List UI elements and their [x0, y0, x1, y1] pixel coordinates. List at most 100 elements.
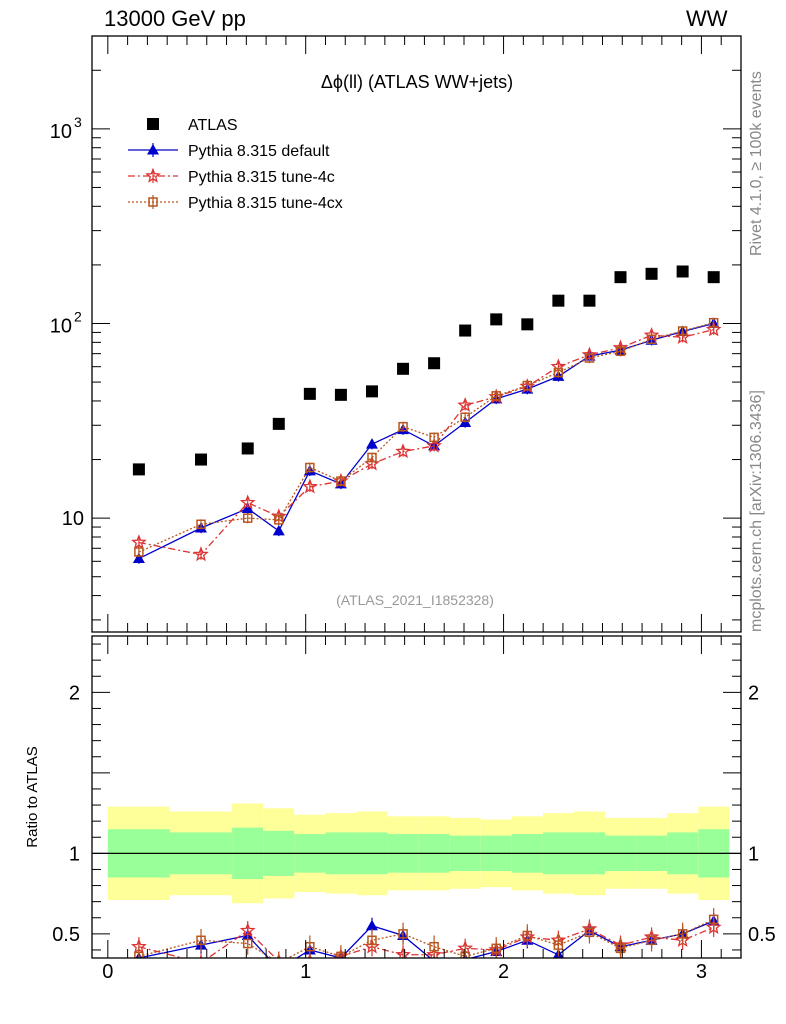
pythia-8-315-tune-4cx-ratio-point: [553, 940, 564, 950]
pythia-8-315-tune-4cx-point: [429, 432, 439, 443]
legend-label-pythia-8-315-tune-4c: Pythia 8.315 tune-4c: [188, 169, 335, 186]
pythia-8-315-tune-4cx-ratio-point: [367, 935, 377, 946]
atlas-point: [645, 267, 658, 280]
pythia-8-315-default-line: [138, 322, 714, 560]
header-final-state: WW: [686, 6, 728, 31]
legend: ATLAS Pythia 8.315 default Pythia 8.315 tu…: [128, 117, 343, 212]
ratio-panel: [92, 852, 741, 974]
header-process: 13000 GeV pp: [104, 6, 246, 31]
pythia-8-315-tune-4cx-point: [398, 421, 408, 432]
pythia-8-315-tune-4cx-point: [336, 476, 346, 486]
atlas-point: [459, 324, 472, 337]
pythia-8-315-tune-4cx-ratio-point: [134, 951, 144, 958]
pythia-8-315-tune-4cx-ratio-point: [677, 929, 688, 939]
main-y-tick-exponent: 2: [74, 308, 82, 324]
pythia-8-315-tune-4cx-point: [274, 515, 284, 525]
pythia-8-315-default-point: [365, 438, 378, 449]
pythia-8-315-tune-4c-point: [301, 478, 318, 494]
legend-marker-pythia-8-315-tune-4c: [145, 167, 161, 183]
pythia-8-315-tune-4cx-ratio-point: [708, 914, 719, 925]
main-panel: [130, 265, 722, 564]
pythia-8-315-tune-4cx-ratio-point: [460, 951, 470, 958]
atlas-point: [583, 294, 596, 307]
pythia-8-315-default-point: [132, 552, 145, 564]
pythia-8-315-tune-4cx-ratio-point: [646, 935, 657, 946]
pythia-8-315-default-ratio-point: [273, 963, 285, 974]
x-tick-label: 3: [696, 961, 707, 983]
pythia-8-315-tune-4c-point: [705, 321, 722, 337]
pythia-8-315-tune-4cx-ratio-line: [138, 918, 714, 958]
axes-frames: [91, 35, 742, 959]
main-y-tick-label: 10: [50, 315, 72, 337]
ratio-y-tick-label-left: 0.5: [52, 924, 80, 946]
pythia-8-315-tune-4cx-ratio-point: [429, 941, 439, 952]
atlas-point: [272, 417, 285, 430]
pythia-8-315-tune-4cx-point: [646, 334, 657, 344]
main-frame: [91, 35, 742, 633]
atlas-point: [707, 271, 720, 284]
main-y-tick-label: 10: [62, 508, 84, 530]
ratio-y-tick-label-right: 0.5: [748, 924, 776, 946]
ratio-frame: [91, 635, 742, 959]
pythia-8-315-tune-4c-point: [239, 494, 256, 510]
x-tick-label: 1: [300, 961, 311, 983]
pythia-8-315-tune-4cx-point: [196, 519, 206, 530]
pythia-8-315-tune-4cx-ratio-point: [584, 927, 595, 937]
legend-label-atlas: ATLAS: [188, 117, 238, 134]
pythia-8-315-tune-4c-point: [395, 443, 411, 459]
pythia-8-315-default-ratio-line: [138, 920, 714, 958]
pythia-8-315-tune-4c-point: [457, 397, 474, 412]
legend-marker-atlas: [147, 118, 159, 130]
axis-labels: Δϕ(ll) (ATLAS WW+jets) (ATLAS_2021_I18523…: [24, 72, 776, 983]
pythia-8-315-tune-4c-point: [130, 534, 147, 550]
legend-marker-pythia-8-315-default: [147, 144, 159, 155]
pythia-8-315-tune-4cx-point: [305, 462, 315, 473]
pythia-8-315-default-ratio-point: [365, 919, 378, 931]
analysis-watermark: (ATLAS_2021_I1852328): [336, 592, 494, 608]
pythia-8-315-tune-4cx-ratio-point: [275, 959, 283, 967]
pythia-8-315-tune-4cx-ratio-point: [196, 935, 206, 946]
legend-marker-pythia-8-315-tune-4cx: [148, 197, 158, 207]
legend-label-pythia-8-315-tune-4cx: Pythia 8.315 tune-4cx: [188, 195, 343, 212]
atlas-point: [365, 385, 378, 398]
ratio-y-tick-label-left: 1: [69, 843, 80, 865]
atlas-point: [334, 388, 347, 401]
atlas-point: [521, 318, 534, 331]
atlas-point: [676, 265, 689, 278]
pythia-8-315-tune-4cx-point: [242, 513, 253, 523]
pythia-8-315-tune-4c-point: [426, 437, 442, 453]
pythia-8-315-tune-4cx-point: [584, 353, 595, 363]
pythia-8-315-tune-4cx-point: [522, 380, 533, 391]
pythia-8-315-tune-4cx-ratio-point: [615, 943, 626, 954]
pythia-8-315-tune-4cx-point: [367, 452, 377, 463]
pythia-8-315-tune-4cx-point: [708, 317, 719, 328]
main-y-tick-exponent: 3: [74, 114, 82, 130]
ratio-y-tick-label-right: 2: [748, 682, 759, 704]
atlas-point: [614, 271, 627, 284]
atlas-point: [195, 453, 208, 466]
axis-ticks: [92, 35, 741, 958]
main-y-tick-label: 10: [50, 121, 72, 143]
pythia-8-315-tune-4cx-line: [138, 322, 714, 553]
pythia-8-315-tune-4cx-point: [553, 367, 564, 378]
atlas-point: [397, 362, 410, 375]
atlas-point: [428, 357, 441, 370]
legend-label-pythia-8-315-default: Pythia 8.315 default: [188, 143, 330, 160]
pythia-8-315-tune-4cx-ratio-point: [491, 943, 501, 954]
pythia-8-315-tune-4cx-ratio-point: [242, 938, 253, 949]
atlas-point: [490, 313, 503, 326]
pythia-8-315-default-point: [272, 524, 285, 536]
x-tick-label: 0: [102, 961, 113, 983]
pythia-8-315-tune-4c-point: [193, 546, 209, 562]
atlas-point: [132, 463, 145, 476]
atlas-point: [241, 442, 254, 455]
pythia-8-315-tune-4cx-ratio-point: [398, 929, 408, 939]
pythia-8-315-tune-4cx-point: [677, 326, 688, 336]
x-tick-label: 2: [498, 961, 509, 983]
pythia-8-315-tune-4cx-point: [134, 547, 144, 557]
pythia-8-315-tune-4cx-point: [491, 391, 501, 401]
pythia-8-315-tune-4cx-ratio-point: [522, 930, 533, 941]
pythia-8-315-tune-4cx-point: [460, 412, 470, 422]
ratio-y-tick-label-right: 1: [748, 843, 759, 865]
